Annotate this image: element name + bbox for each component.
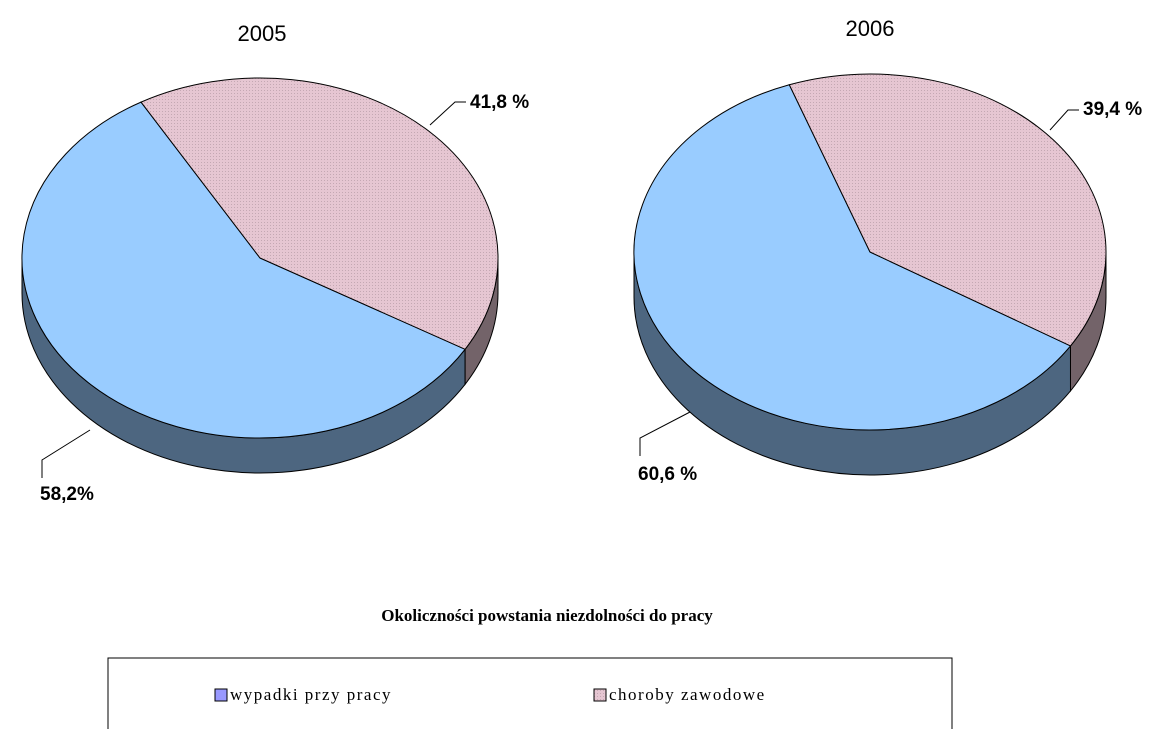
legend-swatch <box>593 688 607 702</box>
caption: Okoliczności powstania niezdolności do p… <box>381 606 713 625</box>
slice <box>788 73 1107 347</box>
slice <box>140 77 499 350</box>
data-label: 39,4 % <box>1083 99 1142 120</box>
legend-box <box>107 657 953 729</box>
data-label: 58,2% <box>40 484 94 505</box>
legend-label: choroby zawodowe <box>609 685 766 704</box>
chart-title: 2006 <box>846 16 895 41</box>
leader-line <box>41 429 91 478</box>
leader-line <box>1049 109 1079 131</box>
legend-swatch <box>214 688 228 702</box>
slice <box>633 84 1072 431</box>
leader-line <box>639 411 691 456</box>
data-label: 41,8 % <box>470 92 529 113</box>
slice <box>21 101 466 439</box>
legend-label: wypadki przy pracy <box>230 685 392 704</box>
data-label: 60,6 % <box>638 464 697 485</box>
chart-title: 2005 <box>238 21 287 46</box>
leader-line <box>429 101 466 126</box>
